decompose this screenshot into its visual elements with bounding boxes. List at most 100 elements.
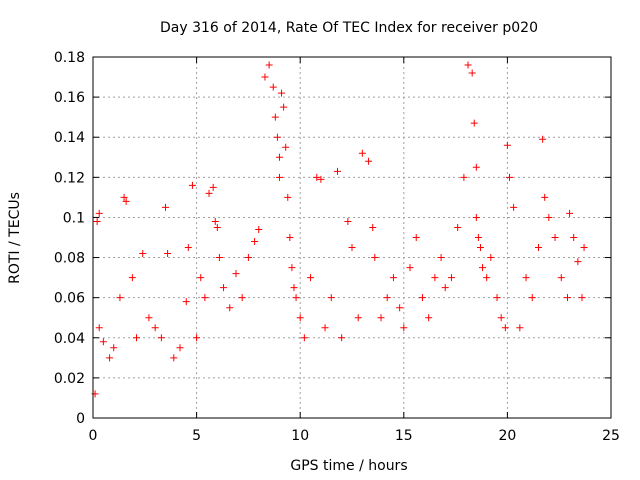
data-point: [483, 274, 491, 282]
data-point: [226, 304, 234, 312]
data-point: [284, 193, 292, 201]
data-point: [400, 324, 408, 332]
x-tick-label: 0: [89, 428, 98, 444]
data-point: [145, 314, 153, 322]
data-point: [354, 314, 362, 322]
data-point: [574, 258, 582, 266]
data-point: [122, 197, 130, 205]
y-tick-label: 0.14: [54, 130, 85, 146]
data-point: [106, 354, 114, 362]
data-point: [99, 338, 107, 346]
data-point: [176, 344, 184, 352]
data-point: [157, 334, 165, 342]
data-point: [563, 294, 571, 302]
data-point: [503, 141, 511, 149]
data-point: [377, 314, 385, 322]
data-point: [454, 223, 462, 231]
data-point: [271, 113, 279, 121]
y-tick-label: 0.1: [63, 210, 85, 226]
data-point: [170, 354, 178, 362]
data-points: [91, 61, 588, 398]
y-tick-label: 0.12: [54, 170, 85, 186]
data-point: [211, 217, 219, 225]
plot-frame: [92, 56, 612, 419]
data-point: [133, 334, 141, 342]
data-point: [447, 274, 455, 282]
data-point: [278, 89, 286, 97]
data-point: [464, 61, 472, 69]
data-point: [288, 264, 296, 272]
data-point: [406, 264, 414, 272]
data-point: [541, 193, 549, 201]
data-point: [255, 225, 263, 233]
data-point: [369, 223, 377, 231]
chart-title: Day 316 of 2014, Rate Of TEC Index for r…: [160, 20, 538, 36]
data-point: [300, 334, 308, 342]
data-point: [338, 334, 346, 342]
data-point: [215, 254, 223, 262]
data-point: [290, 284, 298, 292]
data-point: [539, 135, 547, 143]
data-point: [151, 324, 159, 332]
data-point: [139, 250, 147, 258]
data-point: [232, 270, 240, 278]
data-point: [570, 234, 578, 241]
data-point: [296, 314, 304, 322]
y-axis-label: ROTI / TECUs: [7, 192, 23, 284]
y-tick-label: 0.04: [54, 331, 85, 347]
data-point: [269, 83, 277, 91]
data-point: [470, 119, 478, 127]
data-point: [193, 334, 201, 342]
data-point: [358, 149, 366, 157]
data-point: [120, 193, 128, 201]
data-point: [412, 234, 420, 241]
data-point: [110, 344, 118, 352]
data-point: [205, 189, 213, 197]
x-tick-label: 25: [602, 428, 620, 444]
data-point: [201, 294, 209, 302]
data-point: [522, 274, 530, 282]
data-point: [273, 133, 281, 141]
data-point: [501, 324, 509, 332]
data-point: [213, 223, 221, 231]
data-point: [441, 284, 449, 292]
data-point: [182, 298, 190, 306]
data-point: [344, 217, 352, 225]
data-point: [557, 274, 565, 282]
y-tick-label: 0: [76, 411, 85, 427]
y-tick-label: 0.18: [54, 50, 85, 66]
data-point: [265, 61, 273, 69]
data-point: [197, 274, 205, 282]
data-point: [425, 314, 433, 322]
data-point: [437, 254, 445, 262]
data-point: [516, 324, 524, 332]
data-point: [209, 183, 217, 191]
data-point: [383, 294, 391, 302]
data-point: [128, 274, 136, 282]
data-point: [261, 73, 269, 81]
data-point: [280, 103, 288, 111]
data-point: [580, 244, 588, 252]
data-point: [371, 254, 379, 262]
data-point: [545, 213, 553, 221]
x-tick-labels: 0 5 10 15 20 25: [89, 428, 620, 444]
x-axis-label: GPS time / hours: [290, 458, 407, 474]
data-point: [282, 143, 290, 151]
data-point: [275, 153, 283, 161]
data-point: [505, 173, 513, 181]
data-point: [292, 294, 300, 302]
grid-lines: [93, 57, 611, 418]
data-point: [238, 294, 246, 302]
data-point: [321, 324, 329, 332]
data-point: [220, 284, 228, 292]
data-point: [162, 203, 170, 211]
data-point: [365, 157, 373, 165]
data-point: [474, 234, 482, 241]
data-point: [116, 294, 124, 302]
data-point: [327, 294, 335, 302]
y-tick-label: 0.02: [54, 371, 85, 387]
data-point: [431, 274, 439, 282]
data-point: [479, 264, 487, 272]
y-tick-label: 0.06: [54, 291, 85, 307]
data-point: [275, 173, 283, 181]
